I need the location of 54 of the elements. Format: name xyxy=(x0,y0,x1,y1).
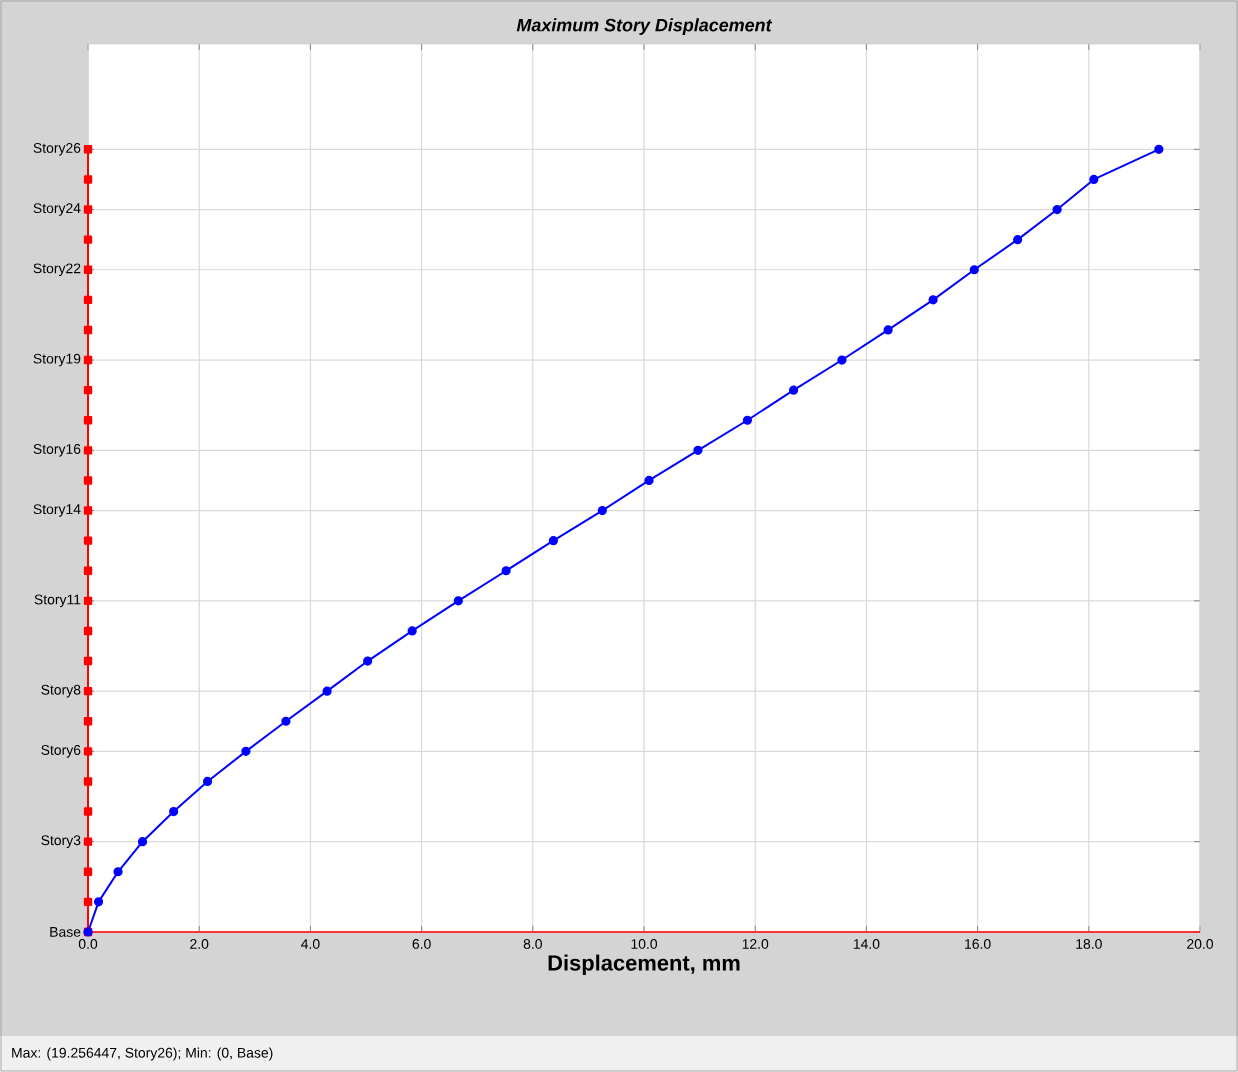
point xyxy=(83,717,93,726)
point xyxy=(83,867,93,876)
point xyxy=(83,897,93,907)
point xyxy=(837,355,847,365)
point xyxy=(83,837,93,846)
point xyxy=(597,505,607,516)
point xyxy=(83,385,93,395)
point xyxy=(83,626,93,636)
point xyxy=(83,416,93,425)
point xyxy=(169,806,179,817)
point xyxy=(1052,204,1062,215)
point xyxy=(137,837,148,847)
point xyxy=(83,536,93,545)
point xyxy=(202,776,213,787)
point xyxy=(548,536,558,546)
point xyxy=(83,566,93,575)
point xyxy=(83,747,93,756)
point xyxy=(83,596,93,606)
point xyxy=(928,295,938,305)
point xyxy=(83,656,93,666)
x-axis-title: Displacement, mm xyxy=(548,954,740,975)
point xyxy=(501,566,511,576)
point xyxy=(969,265,979,275)
point xyxy=(453,596,463,606)
point xyxy=(281,716,291,726)
point xyxy=(883,325,893,335)
point xyxy=(83,777,93,786)
point xyxy=(83,325,93,335)
point xyxy=(83,175,93,184)
point xyxy=(83,446,93,455)
point xyxy=(83,235,93,244)
point xyxy=(113,867,123,877)
point xyxy=(83,476,93,485)
point xyxy=(1089,174,1099,185)
point xyxy=(83,295,93,305)
chart-title: Maximum Story Displacement xyxy=(516,18,773,35)
point xyxy=(693,445,703,455)
point xyxy=(83,145,93,154)
point xyxy=(1013,235,1023,245)
point xyxy=(1154,144,1164,154)
point xyxy=(788,385,799,395)
point xyxy=(93,897,104,907)
point xyxy=(742,415,753,425)
point xyxy=(363,656,373,666)
point xyxy=(241,746,251,756)
point xyxy=(83,506,93,515)
point xyxy=(83,807,93,816)
point xyxy=(83,686,93,696)
point xyxy=(644,475,654,486)
point xyxy=(83,355,93,365)
point xyxy=(83,265,93,274)
point xyxy=(407,626,417,636)
point xyxy=(322,686,332,696)
point xyxy=(83,205,93,214)
